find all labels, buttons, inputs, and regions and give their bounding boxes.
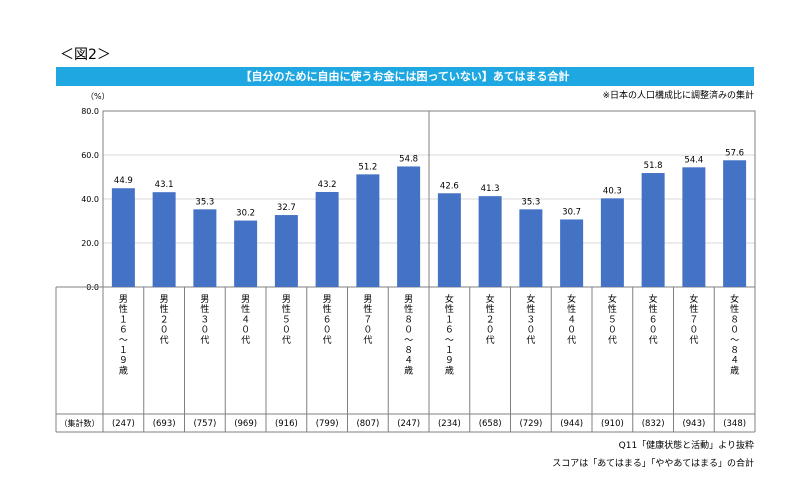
data-label: 41.3: [481, 184, 500, 194]
data-label: 30.2: [236, 209, 255, 219]
bar: [193, 209, 217, 287]
y-tick-label: 20.0: [81, 239, 99, 248]
data-label: 44.9: [114, 176, 133, 186]
source-note: Q11「健康状態と活動」より抜粋: [618, 441, 754, 451]
bar: [682, 167, 706, 287]
bar: [315, 191, 339, 287]
bar: [397, 166, 421, 287]
data-label: 54.4: [684, 155, 703, 165]
sample-count: (943): [682, 419, 705, 429]
category-label: 男性３０代: [200, 294, 209, 346]
sample-count: (799): [316, 419, 339, 429]
sample-count: (658): [479, 419, 502, 429]
sample-count-header: （集計数）: [60, 418, 100, 428]
sample-count: (348): [723, 419, 746, 429]
category-label: 女性２０代: [486, 293, 495, 346]
data-label: 40.3: [603, 186, 622, 196]
sample-count: (247): [397, 419, 420, 429]
sample-count: (234): [438, 419, 461, 429]
bar: [234, 220, 258, 287]
bar: [111, 188, 135, 287]
figure-label: ＜図2＞: [60, 47, 111, 63]
bar: [560, 219, 584, 287]
bar: [600, 198, 624, 287]
data-label: 57.6: [725, 148, 744, 158]
bar: [437, 193, 461, 287]
data-label: 43.2: [318, 180, 337, 190]
category-label: 女性８０～８４歳: [730, 293, 739, 376]
category-label: 男性２０代: [160, 294, 169, 346]
bar: [274, 215, 298, 287]
category-label: 女性６０代: [649, 293, 658, 346]
adjustment-note: ※日本の人口構成比に調整済みの集計: [602, 91, 754, 101]
data-label: 35.3: [195, 197, 214, 207]
sample-count: (807): [356, 419, 379, 429]
sample-count: (916): [275, 419, 298, 429]
y-tick-label: 60.0: [81, 151, 99, 160]
bar: [723, 160, 747, 287]
bar: [519, 209, 543, 287]
sample-count: (832): [642, 419, 665, 429]
y-axis-unit: （%）: [86, 92, 110, 101]
score-note: スコアは「あてはまる」「ややあてはまる」の合計: [552, 459, 754, 469]
sample-count: (944): [560, 419, 583, 429]
bar: [152, 192, 176, 287]
bar: [356, 174, 380, 287]
sample-count: (247): [112, 419, 135, 429]
y-tick-label: 40.0: [81, 195, 99, 204]
bar: [641, 173, 665, 287]
y-tick-label: 80.0: [81, 107, 99, 116]
category-label: 女性５０代: [608, 293, 617, 346]
data-label: 42.6: [440, 181, 459, 191]
data-label: 51.2: [358, 162, 377, 172]
sample-count: (757): [193, 419, 216, 429]
chart-title: 【自分のために自由に使うお金には困っていない】あてはまる合計: [56, 67, 754, 86]
bar: [478, 196, 502, 287]
category-label: 男性４０代: [241, 294, 250, 346]
sample-count: (910): [601, 419, 624, 429]
category-label: 男性１６～１９歳: [119, 294, 128, 376]
data-label: 30.7: [562, 207, 581, 217]
category-label: 男性６０代: [323, 294, 332, 346]
category-label: 女性７０代: [689, 293, 698, 346]
sample-count: (969): [234, 419, 257, 429]
data-label: 54.8: [399, 154, 418, 164]
data-label: 51.8: [644, 161, 663, 171]
sample-count: (729): [519, 419, 542, 429]
category-label: 女性４０代: [567, 293, 576, 346]
category-label: 男性７０代: [363, 294, 372, 346]
data-label: 35.3: [521, 197, 540, 207]
category-label: 男性８０～８４歳: [404, 294, 413, 376]
category-label: 女性３０代: [526, 293, 535, 346]
category-label: 男性５０代: [282, 294, 291, 346]
data-label: 32.7: [277, 203, 296, 213]
sample-count: (693): [153, 419, 176, 429]
data-label: 43.1: [155, 180, 174, 190]
category-label: 女性１６～１９歳: [445, 293, 454, 376]
